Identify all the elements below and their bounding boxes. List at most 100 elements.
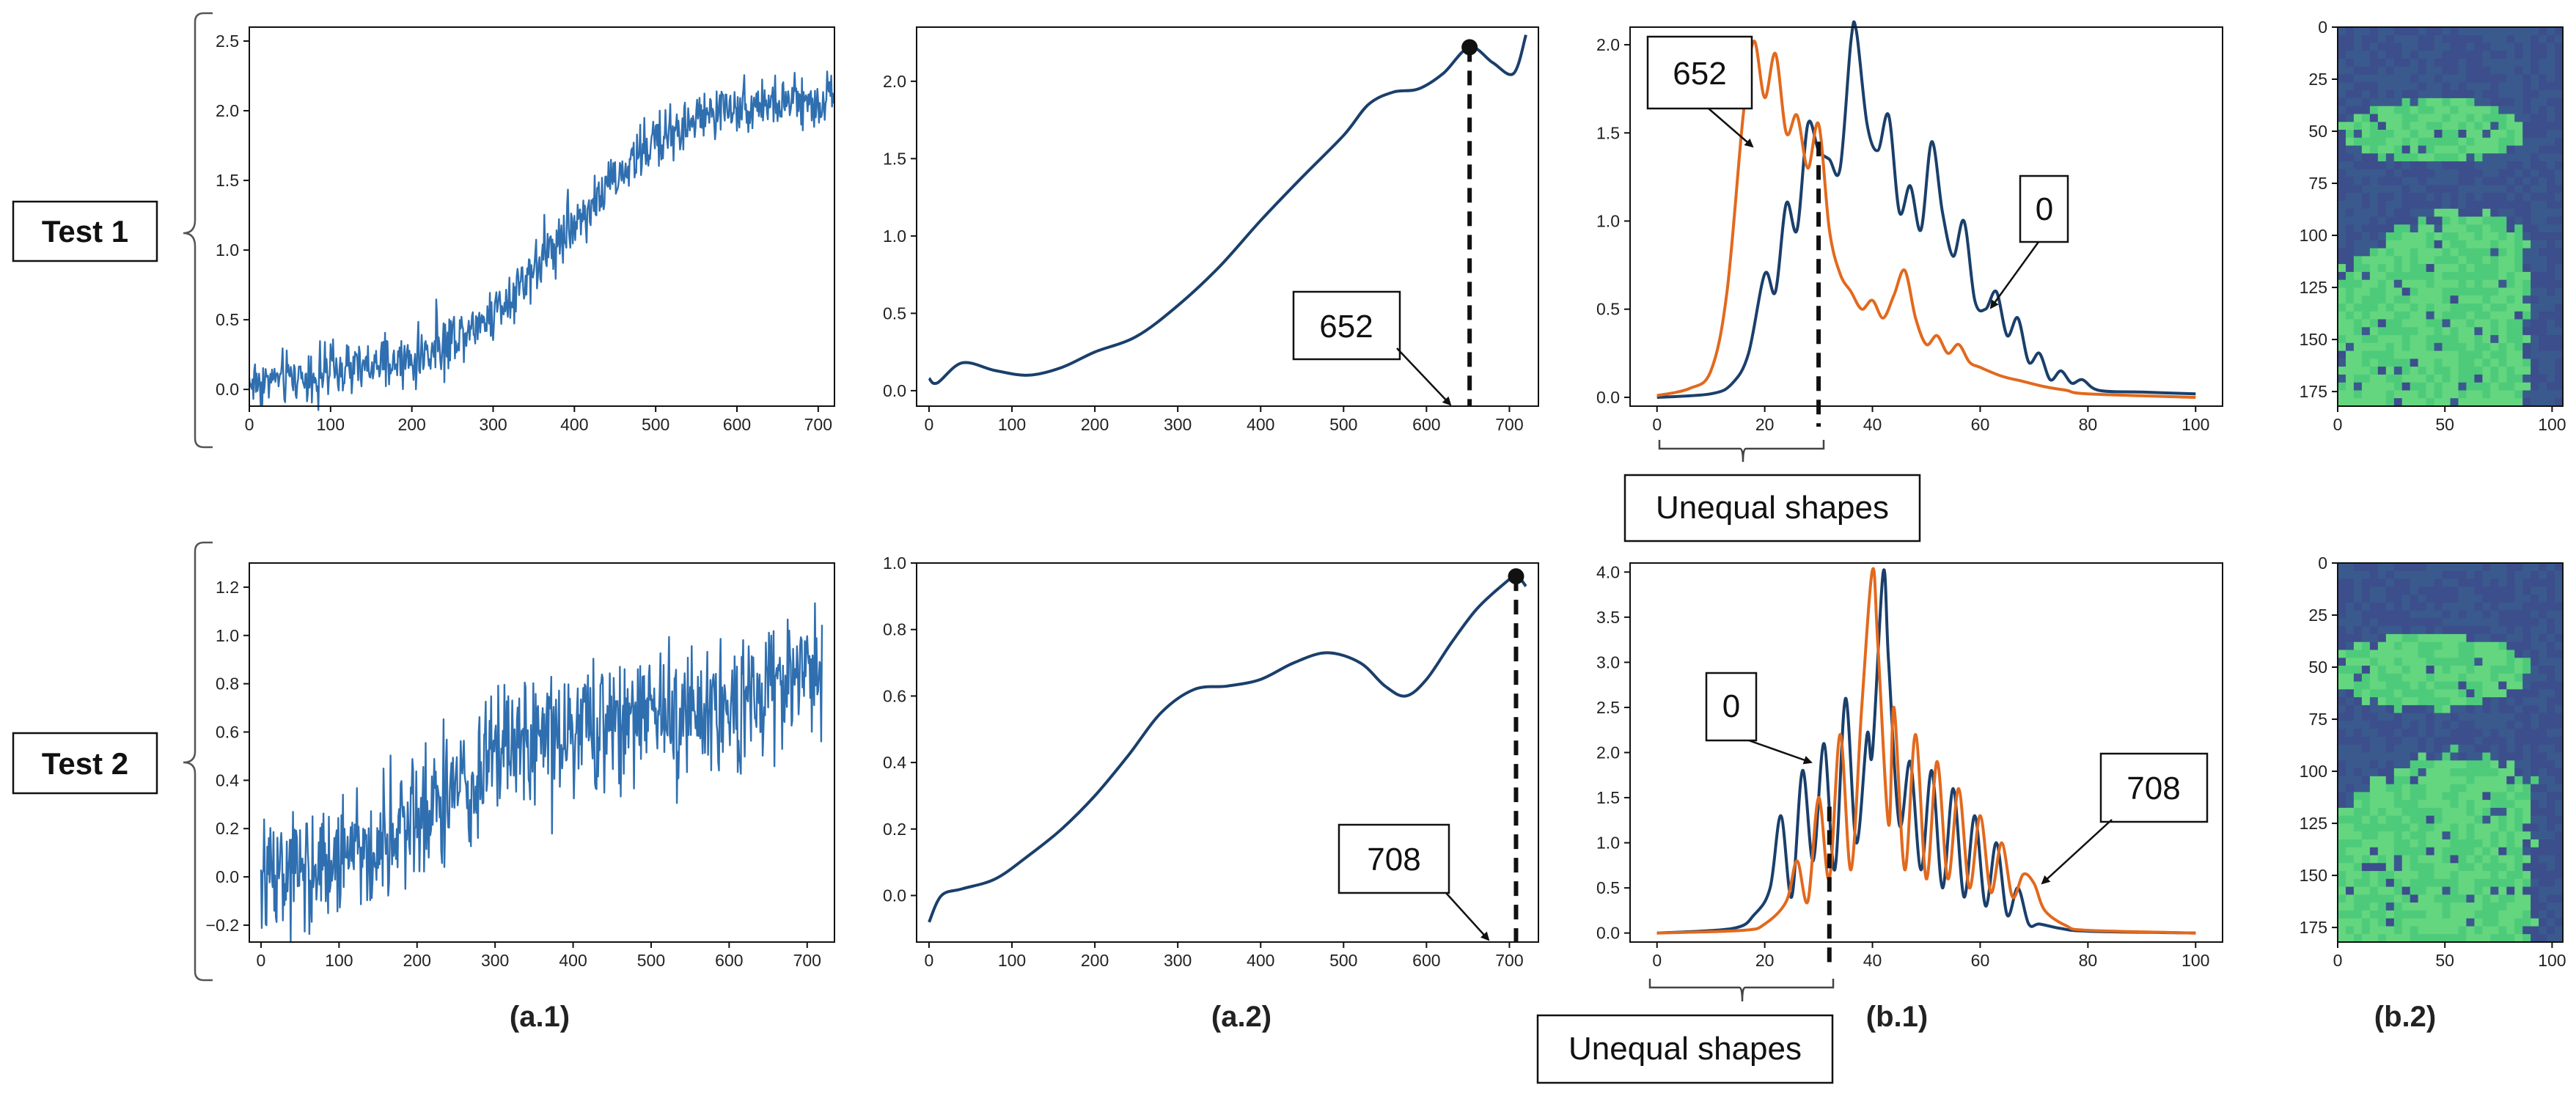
heatmap-foreground-cell [2522,792,2531,801]
heatmap-background-cell [2338,185,2346,194]
heatmap-foreground-cell [2410,264,2419,273]
heatmap-foreground-cell [2442,689,2451,698]
heatmap-foreground-cell [2474,216,2483,225]
heatmap-foreground-cell [2442,304,2451,312]
heatmap-background-cell [2346,232,2355,241]
heatmap-foreground-cell [2353,863,2363,872]
heatmap-foreground-cell [2498,295,2507,304]
heatmap-background-cell [2555,161,2564,170]
heatmap-foreground-cell [2418,319,2427,328]
heatmap-foreground-cell [2474,855,2483,864]
heatmap-background-cell [2539,208,2547,218]
heatmap-foreground-cell [2522,367,2531,375]
heatmap-foreground-cell [2514,137,2523,147]
heatmap-foreground-cell [2401,910,2411,919]
heatmap-foreground-cell [2482,335,2491,344]
heatmap-background-cell [2346,641,2355,651]
heatmap-background-cell [2361,27,2371,36]
heatmap-foreground-cell [2385,689,2395,698]
heatmap-foreground-cell [2401,248,2411,257]
heatmap-foreground-cell [2466,311,2475,320]
heatmap-background-cell [2490,34,2499,44]
heatmap-background-cell [2385,776,2395,785]
heatmap-background-cell [2466,90,2475,99]
heatmap-foreground-cell [2401,871,2411,880]
heatmap-foreground-cell [2410,295,2419,304]
heatmap-foreground-cell [2418,760,2427,769]
heatmap-foreground-cell [2466,863,2475,872]
heatmap-background-cell [2442,34,2451,44]
heatmap-background-cell [2401,626,2411,635]
heatmap-foreground-cell [2458,658,2467,666]
heatmap-background-cell [2474,374,2483,383]
heatmap-background-cell [2555,918,2564,927]
heatmap-foreground-cell [2361,926,2371,935]
heatmap-foreground-cell [2506,918,2515,927]
y-tick-label: 1.5 [216,171,239,190]
heatmap-foreground-cell [2490,918,2499,927]
heatmap-background-cell [2547,185,2555,194]
heatmap-background-cell [2522,633,2531,643]
heatmap-background-cell [2434,610,2443,619]
heatmap-foreground-cell [2434,918,2443,927]
heatmap-background-cell [2426,578,2435,587]
heatmap-foreground-cell [2514,926,2523,935]
heatmap-background-cell [2393,59,2403,67]
heatmap-background-cell [2555,248,2564,257]
heatmap-foreground-cell [2434,666,2443,674]
heatmap-background-cell [2531,689,2539,698]
heatmap-foreground-cell [2506,902,2515,911]
heatmap-background-cell [2514,51,2523,59]
heatmap-foreground-cell [2369,831,2379,840]
heatmap-background-cell [2442,319,2451,328]
heatmap-foreground-cell [2442,673,2451,683]
heatmap-foreground-cell [2474,760,2483,769]
heatmap-background-cell [2531,74,2539,83]
heatmap-foreground-cell [2410,367,2419,375]
heatmap-foreground-cell [2474,224,2483,233]
heatmap-foreground-cell [2474,815,2483,825]
heatmap-background-cell [2539,390,2547,399]
heatmap-background-cell [2369,705,2379,714]
heatmap-background-cell [2338,51,2346,59]
heatmap-foreground-cell [2531,918,2539,927]
heatmap-foreground-cell [2522,934,2531,943]
heatmap-background-cell [2361,98,2371,107]
heatmap-foreground-cell [2426,319,2435,328]
heatmap-foreground-cell [2385,358,2395,367]
x-tick-label: 20 [1755,415,1775,434]
heatmap-foreground-cell [2377,847,2387,856]
plot-frame [249,26,835,407]
heatmap-background-cell [2418,177,2427,185]
heatmap-foreground-cell [2393,335,2403,344]
heatmap-background-cell [2547,697,2555,706]
heatmap-background-cell [2338,137,2346,147]
heatmap-foreground-cell [2474,666,2483,674]
heatmap-background-cell [2522,327,2531,336]
heatmap-background-cell [2385,744,2395,754]
heatmap-foreground-cell [2458,311,2467,320]
heatmap-foreground-cell [2506,768,2515,777]
heatmap-background-cell [2346,595,2355,603]
heatmap-foreground-cell [2426,855,2435,864]
heatmap-background-cell [2377,98,2387,107]
heatmap-foreground-cell [2450,335,2459,344]
heatmap-background-cell [2450,398,2459,407]
heatmap-background-cell [2522,169,2531,178]
heatmap-background-cell [2498,59,2507,67]
heatmap-background-cell [2338,34,2346,44]
heatmap-foreground-cell [2442,658,2451,666]
heatmap-background-cell [2353,59,2363,67]
heatmap-background-cell [2514,106,2523,115]
heatmap-foreground-cell [2482,382,2491,391]
heatmap-background-cell [2555,256,2564,265]
heatmap-foreground-cell [2490,350,2499,359]
heatmap-foreground-cell [2498,815,2507,825]
heatmap-background-cell [2377,578,2387,587]
heatmap-foreground-cell [2482,256,2491,265]
heatmap-background-cell [2514,59,2523,67]
heatmap-foreground-cell [2369,264,2379,273]
heatmap-foreground-cell [2442,894,2451,903]
heatmap-background-cell [2482,34,2491,44]
heatmap-foreground-cell [2498,863,2507,872]
